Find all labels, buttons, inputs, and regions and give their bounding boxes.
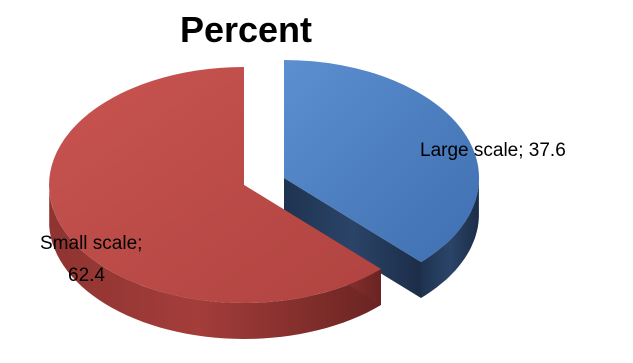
- slice-small-scale-side: [49, 190, 381, 339]
- slice-large-scale: [284, 59, 480, 298]
- data-label-small-scale: Small scale; 62.4: [40, 233, 148, 286]
- chart-title: Percent: [180, 9, 312, 50]
- slice-large-scale-side: [421, 180, 479, 298]
- slice-large-scale-top: [284, 59, 480, 262]
- slice-small-scale-top: [49, 67, 382, 303]
- pie-slices: [49, 59, 480, 339]
- data-label-large-scale: Large scale; 37.6: [420, 140, 566, 161]
- slice-large-scale-wall: [284, 178, 421, 298]
- slice-small-scale: [49, 67, 382, 339]
